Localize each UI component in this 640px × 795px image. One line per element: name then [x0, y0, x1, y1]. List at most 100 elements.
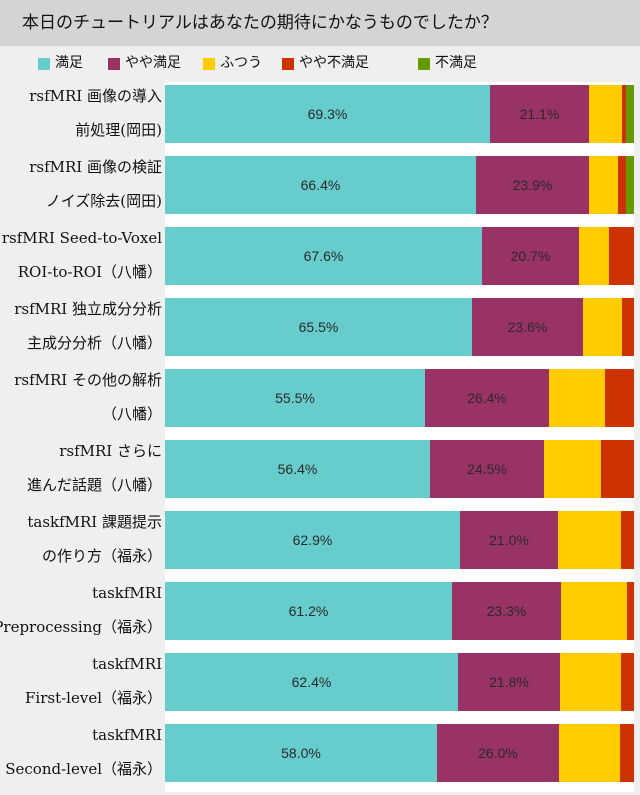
bar-segment — [622, 298, 634, 356]
bar-segment — [460, 511, 558, 569]
data-label: 67.6% — [303, 248, 344, 264]
legend-swatch — [108, 58, 120, 70]
bar-segment — [549, 369, 605, 427]
bar-segment — [560, 653, 621, 711]
bar-row: 55.5% 26.4% — [165, 369, 634, 427]
bar-segment — [472, 298, 583, 356]
category-label: taskfMRI 課題提示 — [27, 513, 162, 531]
bar-row: 69.3% 21.1% — [165, 85, 634, 143]
data-label: 62.4% — [291, 674, 332, 690]
category-label: の作り方（福永） — [41, 547, 162, 565]
title-bar: 本日のチュートリアルはあなたの期待にかなうものでしたか？ — [0, 0, 640, 46]
bar-segment — [609, 227, 634, 285]
data-label: 21.0% — [489, 532, 529, 548]
bar-segment — [605, 369, 634, 427]
category-label: taskfMRI — [92, 584, 162, 602]
category-label: 主成分分析（八幡） — [26, 334, 162, 352]
bar-row: 65.5% 23.6% — [165, 298, 634, 356]
bar-segment — [458, 653, 560, 711]
data-label: 26.4% — [467, 390, 507, 406]
legend-swatch — [203, 58, 215, 70]
bar-segment — [626, 156, 634, 214]
bar-segment — [561, 582, 627, 640]
bar-row: 66.4% 23.9% — [165, 156, 634, 214]
bar-segment — [482, 227, 579, 285]
bar-segment — [589, 156, 618, 214]
bar-segment — [544, 440, 601, 498]
data-label: 20.7% — [510, 248, 551, 264]
data-label: 23.6% — [507, 319, 548, 335]
bar-segment — [165, 511, 460, 569]
data-label: 58.0% — [281, 745, 321, 761]
bar-segment — [425, 369, 549, 427]
data-label: 69.3% — [307, 106, 348, 122]
category-label: rsfMRI さらに — [59, 442, 162, 460]
legend-label: ふつう — [220, 55, 262, 71]
bar-segment — [621, 653, 634, 711]
bar-segment — [622, 85, 626, 143]
category-label: ROI-to-ROI（八幡） — [17, 263, 162, 281]
bar-segment — [165, 156, 476, 214]
bar-row: 67.6% 20.7% — [165, 227, 634, 285]
category-label: rsfMRI Seed-to-Voxel — [1, 229, 162, 247]
legend-swatch — [38, 58, 50, 70]
bar-segment — [559, 724, 620, 782]
bar-segment — [165, 440, 430, 498]
data-label: 23.3% — [486, 603, 527, 619]
legend-label: 満足 — [55, 55, 83, 71]
category-label: rsfMRI その他の解析 — [14, 371, 162, 389]
bar-row: 58.0% 26.0% — [165, 724, 634, 782]
bar-segment — [452, 582, 561, 640]
bar-segment — [601, 440, 634, 498]
category-label: Second-level（福永） — [5, 760, 162, 778]
category-label: taskfMRI — [92, 726, 162, 744]
category-label: 前処理(岡田) — [75, 121, 162, 139]
bar-segment — [165, 582, 452, 640]
data-label: 55.5% — [275, 390, 315, 406]
bar-segment — [165, 85, 490, 143]
data-label: 56.4% — [277, 461, 318, 477]
legend-label: やや満足 — [125, 55, 181, 71]
bar-segment — [583, 298, 622, 356]
legend-swatch — [418, 58, 430, 70]
category-label: First-level（福永） — [25, 689, 162, 707]
bar-segment — [618, 156, 626, 214]
bar-row: 62.4% 21.8% — [165, 653, 634, 711]
category-label: （八幡） — [101, 405, 162, 423]
legend-label: やや不満足 — [299, 55, 369, 71]
bar-segment — [579, 227, 609, 285]
bar-segment — [430, 440, 544, 498]
data-label: 21.1% — [519, 106, 560, 122]
bar-segment — [165, 227, 482, 285]
bar-segment — [589, 85, 622, 143]
category-label: rsfMRI 画像の検証 — [29, 158, 162, 176]
bar-segment — [476, 156, 589, 214]
bar-segment — [165, 724, 437, 782]
data-label: 62.9% — [292, 532, 333, 548]
data-label: 61.2% — [288, 603, 329, 619]
category-label: rsfMRI 画像の導入 — [29, 87, 162, 105]
bar-segment — [165, 369, 425, 427]
bar-segment — [437, 724, 559, 782]
data-label: 24.5% — [467, 461, 507, 477]
data-label: 65.5% — [298, 319, 339, 335]
bar-segment — [620, 724, 634, 782]
chart-title: 本日のチュートリアルはあなたの期待にかなうものでしたか？ — [22, 13, 498, 33]
bar-segment — [165, 298, 472, 356]
bar-row: 62.9% 21.0% — [165, 511, 634, 569]
data-label: 23.9% — [512, 177, 553, 193]
legend-swatch — [282, 58, 294, 70]
category-label: ノイズ除去(岡田) — [45, 192, 162, 210]
legend-label: 不満足 — [435, 55, 477, 71]
data-label: 26.0% — [478, 745, 518, 761]
bar-segment — [165, 653, 458, 711]
bar-row: 56.4% 24.5% — [165, 440, 634, 498]
bar-segment — [627, 582, 634, 640]
category-label: Preprocessing（福永） — [0, 618, 162, 636]
bar-row: 61.2% 23.3% — [165, 582, 634, 640]
category-label: rsfMRI 独立成分分析 — [14, 300, 162, 318]
category-label: taskfMRI — [92, 655, 162, 673]
data-label: 66.4% — [300, 177, 341, 193]
category-label: 進んだ話題（八幡） — [26, 476, 162, 494]
bar-segment — [626, 85, 634, 143]
